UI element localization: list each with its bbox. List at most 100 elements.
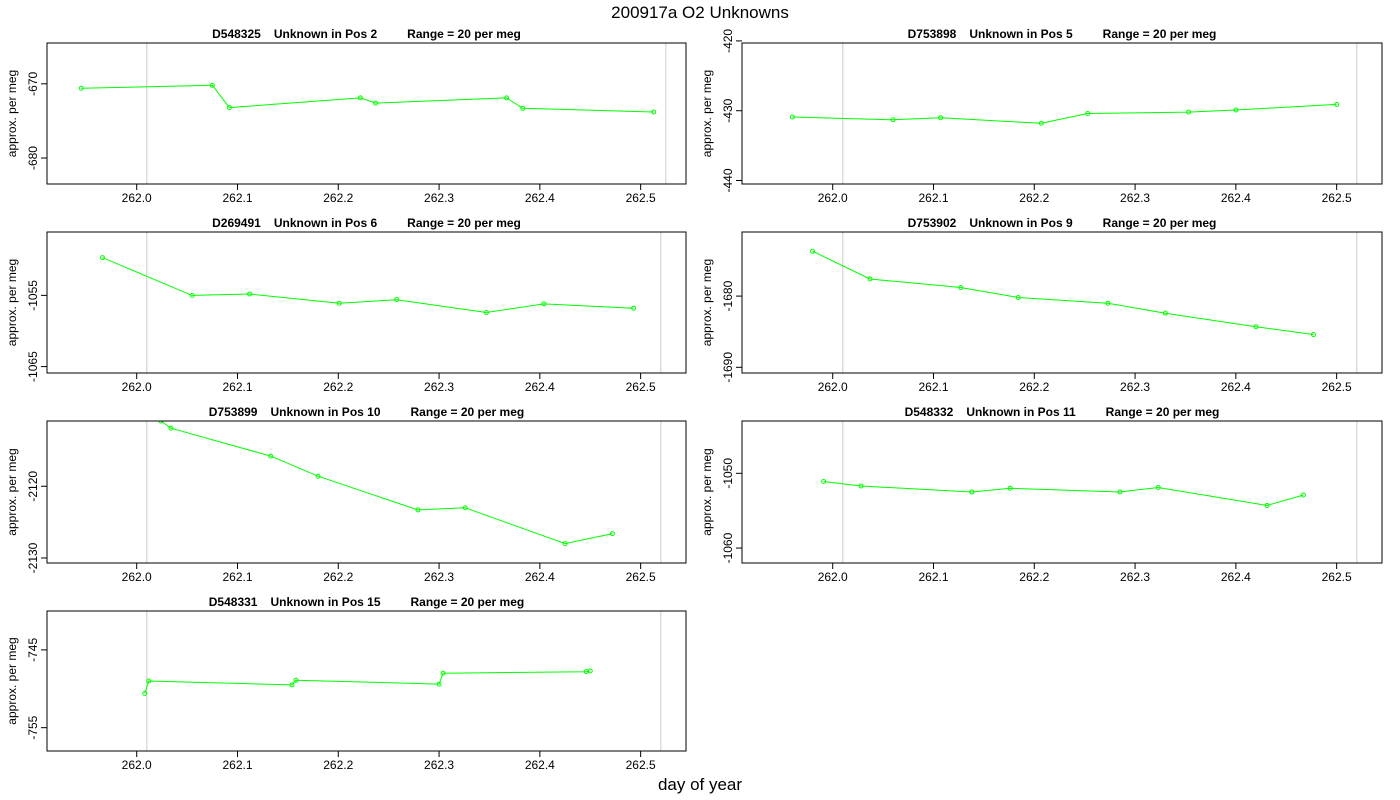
panel-title-range: Range = 20 per meg: [1103, 27, 1217, 41]
data-series: [821, 479, 1306, 508]
x-tick-label: 262.0: [122, 570, 152, 584]
x-tick-label: 262.3: [424, 570, 454, 584]
y-axis-label: approx. per meg: [5, 259, 19, 346]
panel-title-position: Unknown in Pos 15: [270, 595, 380, 609]
x-tick-label: 262.0: [818, 380, 848, 394]
series-line: [144, 670, 591, 694]
panel-title: D753899 Unknown in Pos 10 Range = 20 per m…: [209, 405, 524, 419]
chart-panel-4: 262.0 262.1 262.2 262.3 262.4 262.5 -1680 -1690…: [700, 216, 1383, 394]
data-point: [373, 100, 379, 106]
panel-title-position: Unknown in Pos 2: [274, 27, 378, 41]
x-tick-label: 262.1: [918, 570, 948, 584]
x-tick-label: 262.5: [626, 570, 656, 584]
series-line: [81, 84, 654, 113]
data-point: [631, 305, 637, 311]
data-point: [1233, 107, 1239, 113]
y-axis-label: approx. per meg: [700, 259, 714, 346]
y-axis-label: approx. per meg: [5, 70, 19, 157]
y-tick-label: -1055: [26, 280, 40, 311]
plot-frame: [46, 420, 687, 564]
y-tick-label: -440: [721, 168, 735, 192]
panel-title-range: Range = 20 per meg: [407, 216, 521, 230]
plot-frame: [46, 610, 687, 752]
x-tick-label: 262.1: [222, 570, 252, 584]
data-point: [440, 670, 446, 676]
data-series: [78, 82, 657, 115]
chart-panel-2: 262.0 262.1 262.2 262.3 262.4 262.5 -420 -430 -4…: [700, 27, 1383, 205]
y-tick-label: -1050: [721, 458, 735, 489]
x-tick-label: 262.3: [1120, 380, 1150, 394]
panel-title-id: D269491: [212, 216, 261, 230]
y-tick-label: -670: [26, 71, 40, 95]
data-point: [651, 109, 657, 115]
data-point: [1253, 324, 1259, 330]
panel-title-position: Unknown in Pos 9: [969, 216, 1073, 230]
x-tick-label: 262.2: [1019, 191, 1049, 205]
x-tick-label: 262.4: [1221, 380, 1251, 394]
data-point: [789, 114, 795, 120]
y-axis-label: approx. per meg: [700, 448, 714, 535]
chart-panel-6: 262.0 262.1 262.2 262.3 262.4 262.5 -1050 -1060…: [700, 405, 1383, 584]
x-tick-label: 262.2: [323, 758, 353, 772]
data-point: [1015, 295, 1021, 301]
panel-title-id: D753898: [908, 27, 957, 41]
y-tick-label: -745: [26, 638, 40, 662]
panel-title-id: D548332: [905, 405, 954, 419]
series-line: [812, 250, 1314, 335]
data-series: [158, 421, 615, 547]
panel-title: D753902 Unknown in Pos 9 Range = 20 per me…: [908, 216, 1217, 230]
plot-frame: [741, 42, 1383, 185]
x-tick-label: 262.3: [424, 191, 454, 205]
page-title: 200917a O2 Unknowns: [611, 3, 789, 22]
data-point: [969, 489, 975, 495]
x-tick-label: 262.5: [1322, 570, 1352, 584]
panel-title-id: D753902: [908, 216, 957, 230]
data-point: [890, 117, 896, 123]
data-point: [587, 668, 593, 674]
data-point: [1264, 502, 1270, 508]
panel-title: D548331 Unknown in Pos 15 Range = 20 per m…: [209, 595, 524, 609]
data-point: [336, 300, 342, 306]
panel-title-range: Range = 20 per meg: [411, 405, 525, 419]
data-point: [247, 291, 253, 297]
x-tick-label: 262.4: [525, 758, 555, 772]
x-tick-label: 262.2: [323, 570, 353, 584]
y-tick-label: -1060: [721, 532, 735, 563]
data-point: [289, 682, 295, 688]
y-tick-label: -2130: [26, 542, 40, 573]
data-point: [268, 453, 274, 459]
y-axis-label: approx. per meg: [5, 448, 19, 535]
y-tick-label: -680: [26, 146, 40, 170]
panel-title-id: D548331: [209, 595, 258, 609]
data-point: [226, 105, 232, 111]
panel-title-position: Unknown in Pos 11: [966, 405, 1076, 419]
data-point: [394, 297, 400, 303]
data-point: [146, 678, 152, 684]
data-point: [938, 115, 944, 121]
data-point: [158, 421, 164, 424]
panel-title-position: Unknown in Pos 10: [270, 405, 380, 419]
data-series: [789, 101, 1340, 126]
data-point: [293, 677, 299, 683]
data-point: [1185, 109, 1191, 115]
data-point: [609, 531, 615, 537]
x-tick-label: 262.4: [525, 380, 555, 394]
y-tick-label: -755: [26, 715, 40, 739]
data-point: [1155, 485, 1161, 491]
x-tick-label: 262.0: [122, 380, 152, 394]
data-point: [867, 276, 873, 282]
data-point: [415, 507, 421, 513]
x-tick-label: 262.3: [1120, 570, 1150, 584]
data-point: [858, 483, 864, 489]
data-point: [315, 473, 321, 479]
chart-panel-3: 262.0 262.1 262.2 262.3 262.4 262.5 -1055 -1065…: [5, 216, 687, 394]
x-tick-label: 262.3: [424, 380, 454, 394]
data-series: [99, 255, 637, 315]
x-tick-label: 262.5: [626, 380, 656, 394]
x-tick-label: 262.5: [626, 191, 656, 205]
data-point: [142, 690, 148, 696]
y-axis-label: approx. per meg: [700, 70, 714, 157]
x-tick-label: 262.4: [1221, 570, 1251, 584]
data-point: [168, 425, 174, 431]
plot-frame: [46, 42, 687, 185]
